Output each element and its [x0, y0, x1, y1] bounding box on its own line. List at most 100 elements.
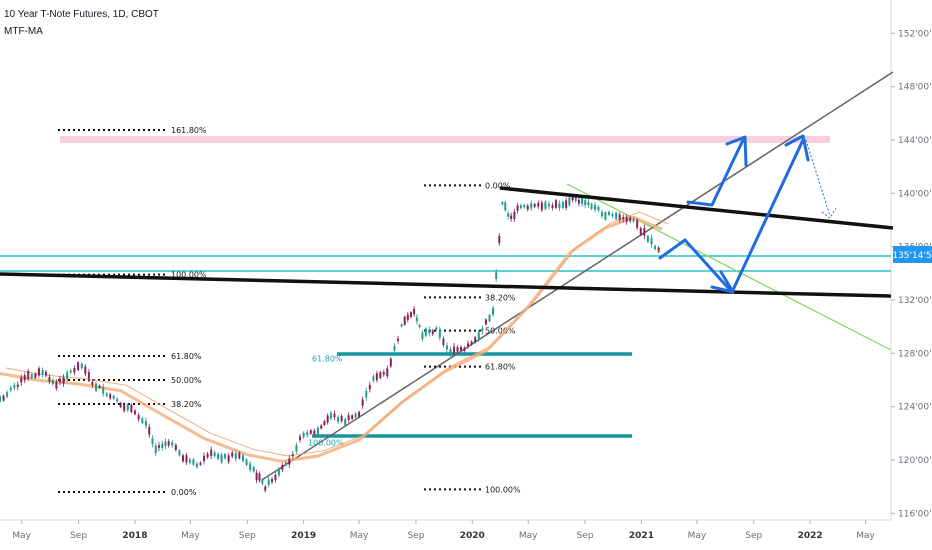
price-tick-label: 128'00'0 [898, 349, 932, 359]
candle-body [284, 462, 287, 466]
candle-body [245, 459, 248, 465]
fib-retracement-left[interactable]: 161.80% 100.00% 61.80% 50.00% 38.20% 0.00% [58, 126, 207, 497]
moving-average-line[interactable] [0, 215, 663, 463]
candle-body [406, 314, 409, 320]
candle-body [87, 372, 90, 379]
candle-body [581, 197, 584, 204]
candle-body [590, 203, 593, 210]
candle-body [548, 203, 551, 207]
candle-body [393, 346, 396, 351]
candle-body [510, 215, 513, 219]
candle-body [323, 420, 326, 425]
candle-body [91, 381, 94, 385]
candle-body [185, 455, 188, 463]
candle-body [62, 377, 65, 384]
candle-body [249, 463, 252, 471]
candle-body [403, 316, 406, 325]
fib-right-level-label: 0.00% [485, 181, 511, 190]
candle-body [456, 346, 459, 352]
time-axis[interactable]: May Sep 2018 May Sep 2019 May Sep 2020 May Sep 2021… [12, 520, 876, 541]
moving-average-line-fast[interactable] [5, 211, 669, 457]
candle-body [449, 349, 452, 356]
arrow-head-down[interactable] [710, 270, 735, 294]
candle-body [48, 377, 51, 382]
fib-retracement-right[interactable]: 0.00% 38.20% 50.00% 61.80% 100.00% 61.80% 100.… [308, 181, 521, 494]
fib-left-level-label: 50.00% [171, 376, 202, 385]
candle-body [379, 372, 382, 379]
candle-body [6, 392, 9, 397]
candle-body [519, 205, 522, 209]
candle-body [258, 473, 261, 481]
candle-body [372, 376, 375, 381]
green-trend-line[interactable] [566, 183, 892, 351]
candle-body [632, 218, 635, 222]
fib-left-level-label: 38.20% [171, 400, 202, 409]
candle-body [618, 214, 621, 221]
candle-body [453, 346, 456, 354]
candle-body [188, 459, 191, 463]
candle-body [213, 452, 216, 457]
dotted-projection-arrow[interactable] [805, 139, 831, 217]
candle-body [501, 202, 504, 205]
candle-body [306, 432, 309, 436]
lower-black-trendline[interactable] [0, 272, 892, 298]
candle-body [622, 217, 625, 220]
fib-extension-zone[interactable] [60, 136, 830, 143]
candle-body [654, 245, 657, 250]
time-tick-label: Sep [70, 531, 87, 541]
current-price-badge [893, 246, 932, 263]
candle-body [238, 452, 241, 459]
candle-body [571, 195, 574, 201]
candle-body [577, 199, 580, 204]
candle-body [126, 404, 129, 411]
candle-body [203, 455, 206, 462]
candle-body [597, 206, 600, 211]
candle-body [516, 205, 519, 211]
arrow-leg-up-left[interactable] [686, 138, 745, 207]
candle-body [368, 384, 371, 390]
candle-body [643, 227, 646, 236]
arrow-head-up-right[interactable] [784, 134, 810, 162]
time-tick-label: Sep [577, 531, 594, 541]
fib-teal-level-label: 100.00% [308, 439, 344, 448]
chart-title: 10 Year T-Note Futures, 1D, CBOT [4, 9, 159, 20]
candle-body [133, 410, 136, 415]
candle-body [41, 370, 44, 375]
price-tick-label: 148'00'0 [898, 83, 932, 93]
candle-body [157, 445, 160, 448]
arrow-leg-up-right[interactable] [731, 138, 805, 292]
candle-body [507, 213, 510, 217]
candle-body [27, 370, 30, 379]
candle-body [351, 415, 354, 419]
candle-body [488, 315, 491, 322]
blue-projection-arrows[interactable] [658, 134, 810, 294]
arrow-leg-down[interactable] [658, 238, 732, 292]
candle-body [267, 479, 270, 486]
fib-left-level-label: 61.80% [171, 352, 202, 361]
candle-body [365, 390, 368, 398]
arrow-head-up-left[interactable] [725, 135, 748, 167]
indicator-label[interactable]: MTF-MA [4, 26, 43, 37]
upper-black-trendline[interactable] [499, 186, 894, 230]
price-tick-label: 124'00'0 [898, 403, 932, 413]
price-tick-label: 116'00'0 [898, 509, 932, 519]
candle-body [421, 332, 424, 340]
candle-body [288, 458, 291, 465]
candle-body [55, 381, 58, 389]
candle-body [281, 464, 284, 470]
candle-body [409, 312, 412, 318]
candle-body [646, 235, 649, 242]
candle-body [554, 200, 557, 208]
candle-body [16, 384, 19, 388]
candle-body [639, 228, 642, 235]
fib-teal-level-label: 61.80% [312, 355, 343, 364]
candlestick-series[interactable] [0, 193, 660, 493]
grey-support-line[interactable] [261, 71, 894, 481]
candle-body [178, 450, 181, 456]
candle-body [30, 374, 33, 379]
candle-body [474, 337, 477, 343]
candle-body [58, 378, 61, 383]
candle-body [574, 195, 577, 202]
candle-body [551, 205, 554, 208]
